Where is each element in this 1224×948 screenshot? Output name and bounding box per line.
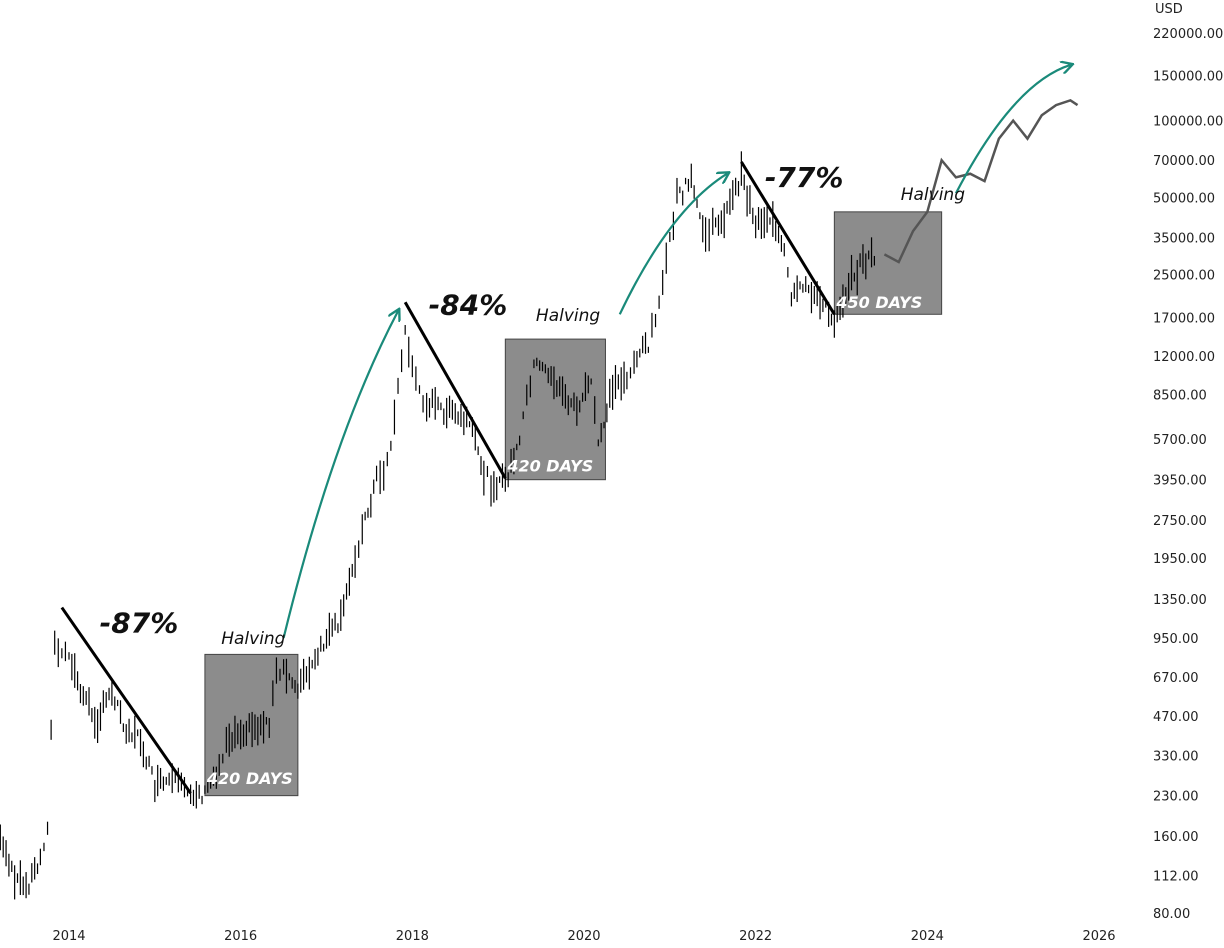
projection-series [883, 98, 1079, 264]
y-tick-label: 17000.00 [1153, 312, 1215, 327]
y-tick-label: 160.00 [1153, 830, 1199, 845]
y-tick-label: 2750.00 [1153, 514, 1207, 529]
x-tick-label: 2014 [52, 929, 85, 944]
x-axis: 2014 2016 2018 2020 2022 2024 2026 [52, 929, 1115, 944]
drawdown-label: -77% [765, 161, 844, 194]
drawdown-label: -87% [100, 606, 179, 639]
halving-label: Halving [536, 306, 600, 326]
y-tick-label: 950.00 [1153, 632, 1199, 647]
y-axis: 80.00 112.00 160.00 230.00 330.00 470.00 670.0… [1153, 27, 1223, 922]
y-axis-unit: USD [1155, 2, 1183, 17]
box-label: 420 DAYS [206, 769, 293, 788]
x-tick-label: 2016 [224, 929, 257, 944]
y-tick-label: 25000.00 [1153, 269, 1215, 284]
y-tick-label: 50000.00 [1153, 192, 1215, 207]
annotation-labels: -87% -84% -77% 420 DAYS 420 DAYS 450 DAYS Halv… [100, 161, 966, 788]
x-tick-label: 2018 [396, 929, 429, 944]
consolidation-box [204, 653, 299, 797]
x-tick-label: 2022 [739, 929, 772, 944]
consolidation-box [504, 338, 606, 481]
y-tick-label: 3950.00 [1153, 474, 1207, 489]
drawdown-line [403, 301, 507, 480]
halving-label: Halving [901, 185, 965, 205]
drawdown-label: -84% [429, 288, 508, 321]
y-tick-label: 220000.00 [1153, 27, 1223, 42]
price-series [0, 151, 876, 900]
y-tick-label: 8500.00 [1153, 389, 1207, 404]
y-tick-label: 5700.00 [1153, 433, 1207, 448]
y-tick-label: 670.00 [1153, 671, 1199, 686]
box-label: 450 DAYS [835, 293, 922, 312]
halving-arrow [282, 311, 398, 639]
y-tick-label: 70000.00 [1153, 154, 1215, 169]
x-tick-label: 2020 [567, 929, 600, 944]
box-label: 420 DAYS [506, 457, 593, 476]
y-tick-label: 80.00 [1153, 907, 1190, 922]
y-tick-label: 12000.00 [1153, 350, 1215, 365]
y-tick-label: 35000.00 [1153, 231, 1215, 246]
x-tick-label: 2026 [1082, 929, 1115, 944]
drawdown-line [60, 606, 192, 795]
halving-arrows [282, 65, 1071, 639]
y-tick-label: 112.00 [1153, 870, 1199, 885]
consolidation-box [833, 211, 943, 315]
y-tick-label: 470.00 [1153, 710, 1199, 725]
y-tick-label: 1950.00 [1153, 552, 1207, 567]
halving-arrow [618, 174, 727, 315]
y-tick-label: 1350.00 [1153, 593, 1207, 608]
halving-arrow [954, 65, 1070, 194]
y-tick-label: 230.00 [1153, 790, 1199, 805]
drawdown-lines [60, 161, 836, 795]
drawdown-line [740, 161, 836, 316]
y-tick-label: 150000.00 [1153, 70, 1223, 85]
x-tick-label: 2024 [911, 929, 944, 944]
y-tick-label: 330.00 [1153, 750, 1199, 765]
y-tick-label: 100000.00 [1153, 115, 1223, 130]
consolidation-boxes [204, 211, 943, 797]
halving-label: Halving [221, 629, 285, 649]
projection-line [883, 98, 1079, 264]
